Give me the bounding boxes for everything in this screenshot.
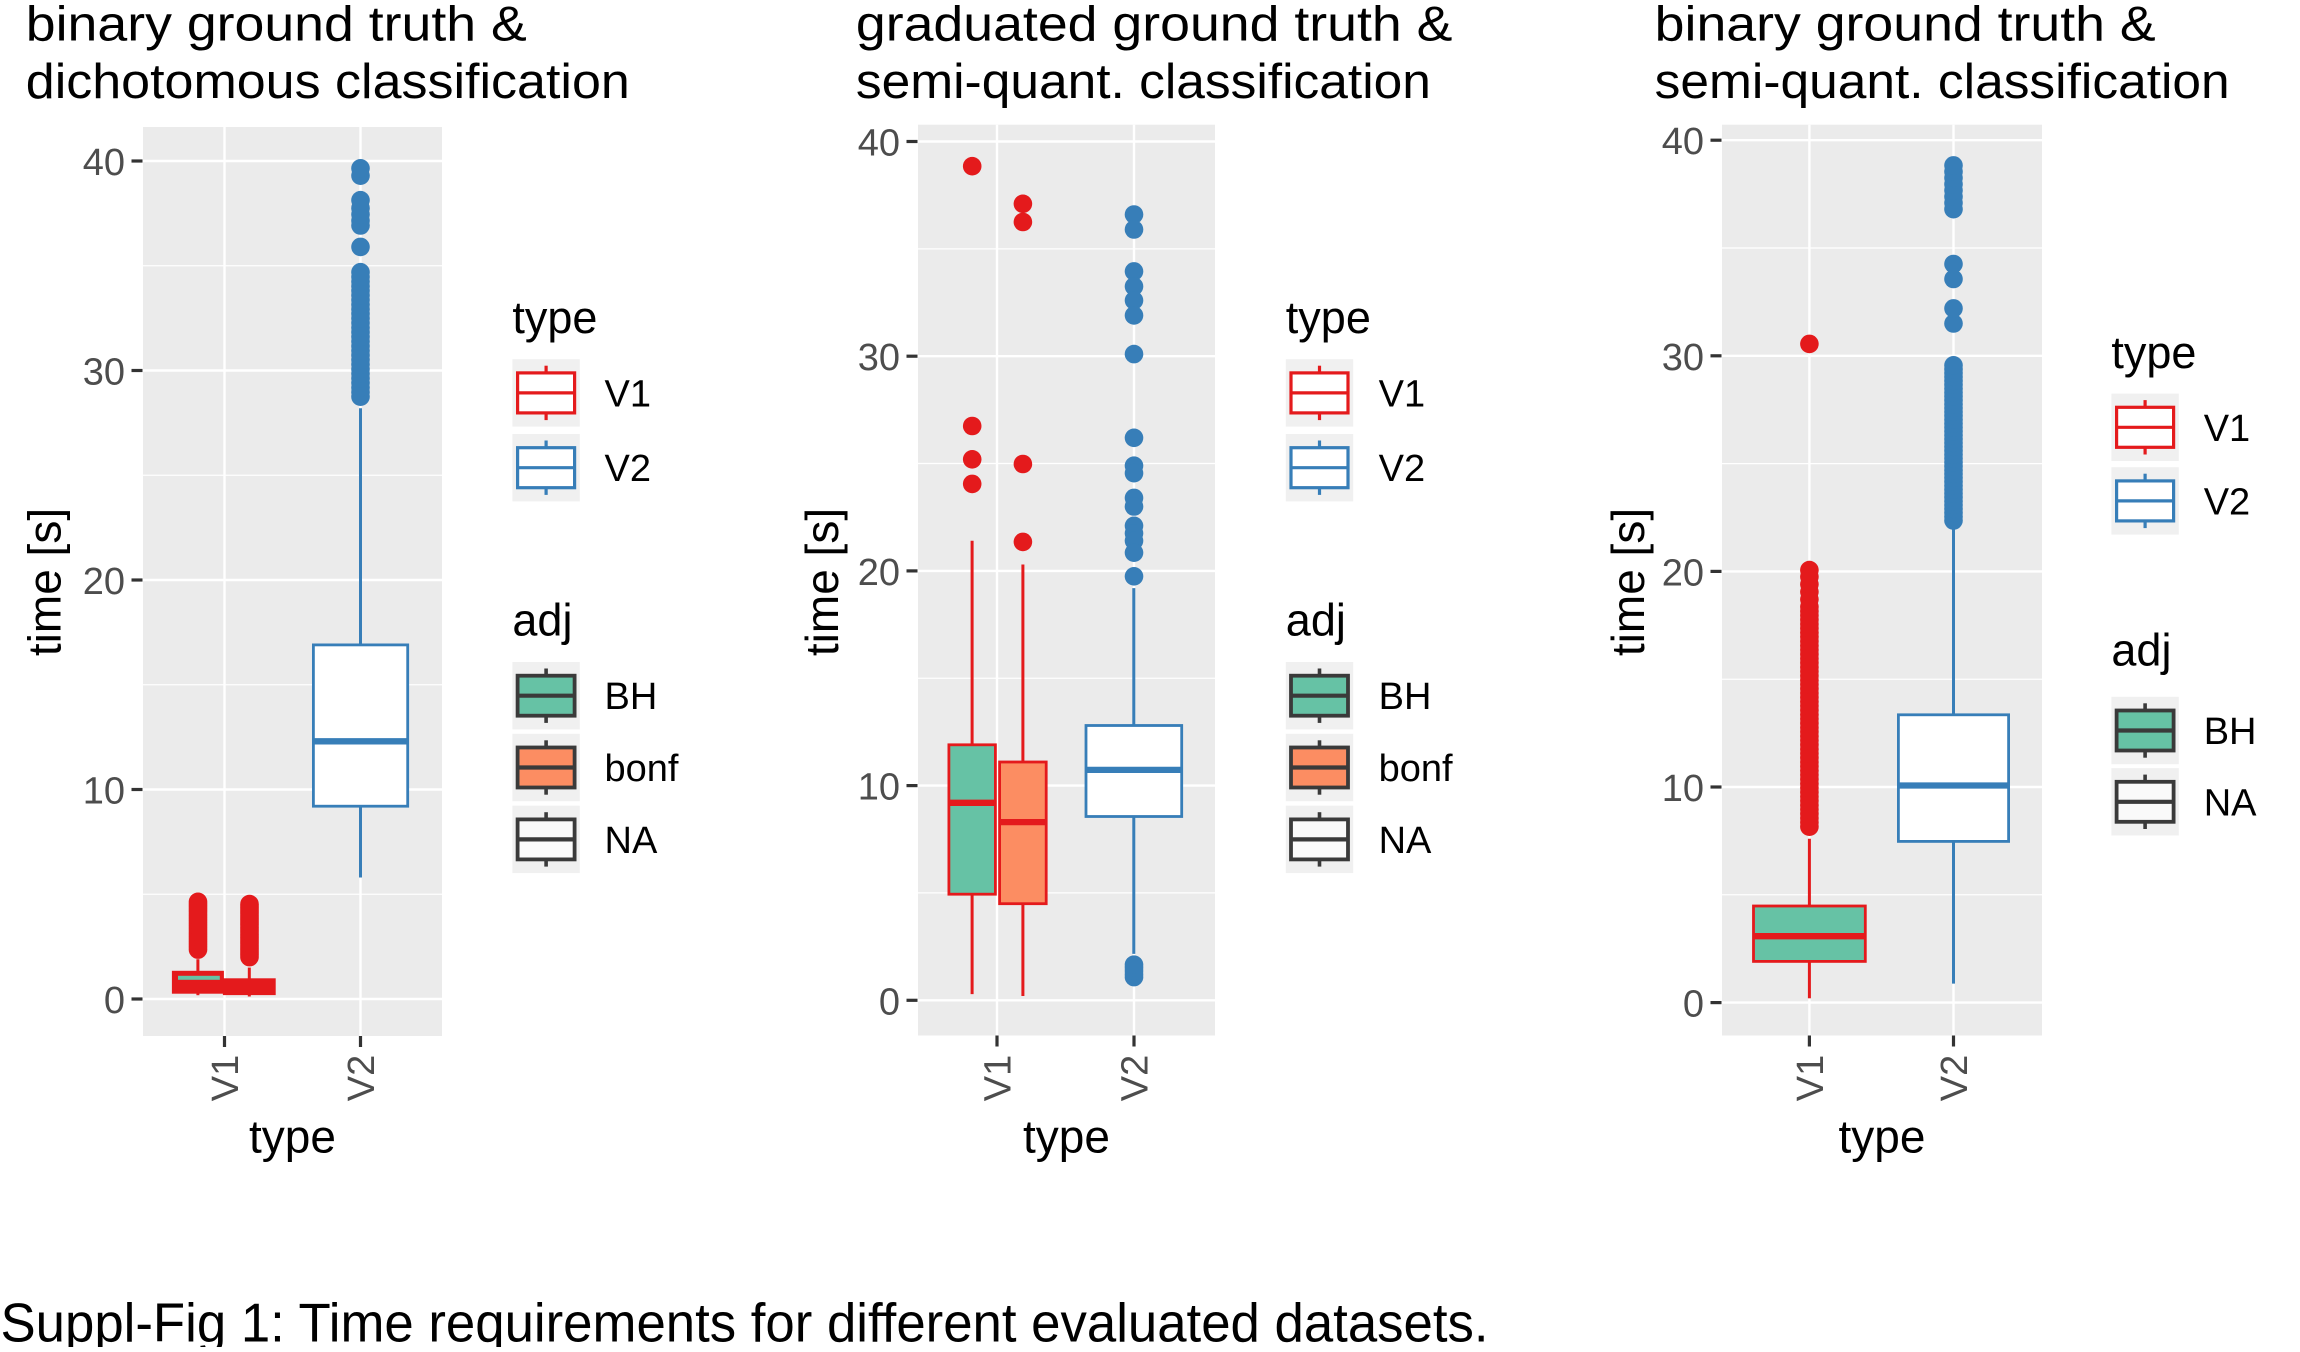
svg-text:semi-quant. classification: semi-quant. classification	[1655, 54, 2230, 109]
svg-text:BH: BH	[605, 676, 658, 718]
svg-text:adj: adj	[2111, 625, 2171, 676]
svg-text:V1: V1	[1790, 1055, 1832, 1101]
svg-text:V1: V1	[205, 1055, 247, 1101]
svg-text:0: 0	[104, 980, 125, 1022]
svg-text:BH: BH	[2204, 711, 2257, 753]
svg-text:adj: adj	[512, 595, 572, 646]
svg-text:0: 0	[1683, 984, 1704, 1026]
svg-text:30: 30	[1662, 337, 1704, 379]
svg-text:20: 20	[1662, 552, 1704, 594]
svg-text:BH: BH	[1379, 676, 1432, 718]
svg-text:type: type	[1286, 292, 1371, 343]
svg-text:10: 10	[858, 767, 900, 809]
svg-text:40: 40	[83, 142, 125, 184]
svg-text:type: type	[512, 292, 597, 343]
svg-text:V2: V2	[1379, 448, 1425, 490]
svg-text:40: 40	[858, 123, 900, 165]
svg-text:V1: V1	[605, 373, 651, 415]
svg-text:NA: NA	[605, 820, 658, 862]
svg-text:graduated ground truth &: graduated ground truth &	[856, 0, 1453, 52]
svg-text:V2: V2	[2204, 481, 2250, 523]
svg-text:adj: adj	[1286, 595, 1346, 646]
svg-text:V2: V2	[341, 1055, 383, 1101]
svg-text:NA: NA	[1379, 820, 1432, 862]
svg-text:type: type	[1023, 1111, 1110, 1163]
svg-text:V2: V2	[1934, 1055, 1976, 1101]
svg-text:10: 10	[1662, 768, 1704, 810]
svg-text:bonf: bonf	[1379, 748, 1453, 790]
svg-text:40: 40	[1662, 121, 1704, 163]
svg-text:bonf: bonf	[605, 748, 679, 790]
svg-text:Suppl-Fig 1: Time requirements: Suppl-Fig 1: Time requirements for diffe…	[1, 1292, 1489, 1348]
svg-text:20: 20	[83, 561, 125, 603]
svg-text:30: 30	[83, 352, 125, 394]
svg-text:V1: V1	[2204, 408, 2250, 450]
svg-text:semi-quant. classification: semi-quant. classification	[856, 54, 1431, 109]
svg-text:binary ground truth &: binary ground truth &	[1655, 0, 2156, 52]
svg-text:time [s]: time [s]	[1602, 508, 1654, 656]
svg-text:type: type	[249, 1111, 336, 1163]
svg-text:V1: V1	[1379, 373, 1425, 415]
svg-text:type: type	[1839, 1111, 1926, 1163]
svg-text:V1: V1	[978, 1055, 1020, 1101]
svg-text:time [s]: time [s]	[796, 508, 848, 656]
svg-text:type: type	[2111, 327, 2196, 378]
svg-text:NA: NA	[2204, 782, 2257, 824]
svg-text:0: 0	[879, 981, 900, 1023]
svg-text:dichotomous classification: dichotomous classification	[26, 54, 630, 109]
svg-text:V2: V2	[605, 448, 651, 490]
svg-text:binary ground truth &: binary ground truth &	[26, 0, 527, 52]
svg-text:10: 10	[83, 771, 125, 813]
svg-text:30: 30	[858, 337, 900, 379]
svg-text:time [s]: time [s]	[19, 508, 71, 656]
svg-text:V2: V2	[1115, 1055, 1157, 1101]
svg-text:20: 20	[858, 552, 900, 594]
